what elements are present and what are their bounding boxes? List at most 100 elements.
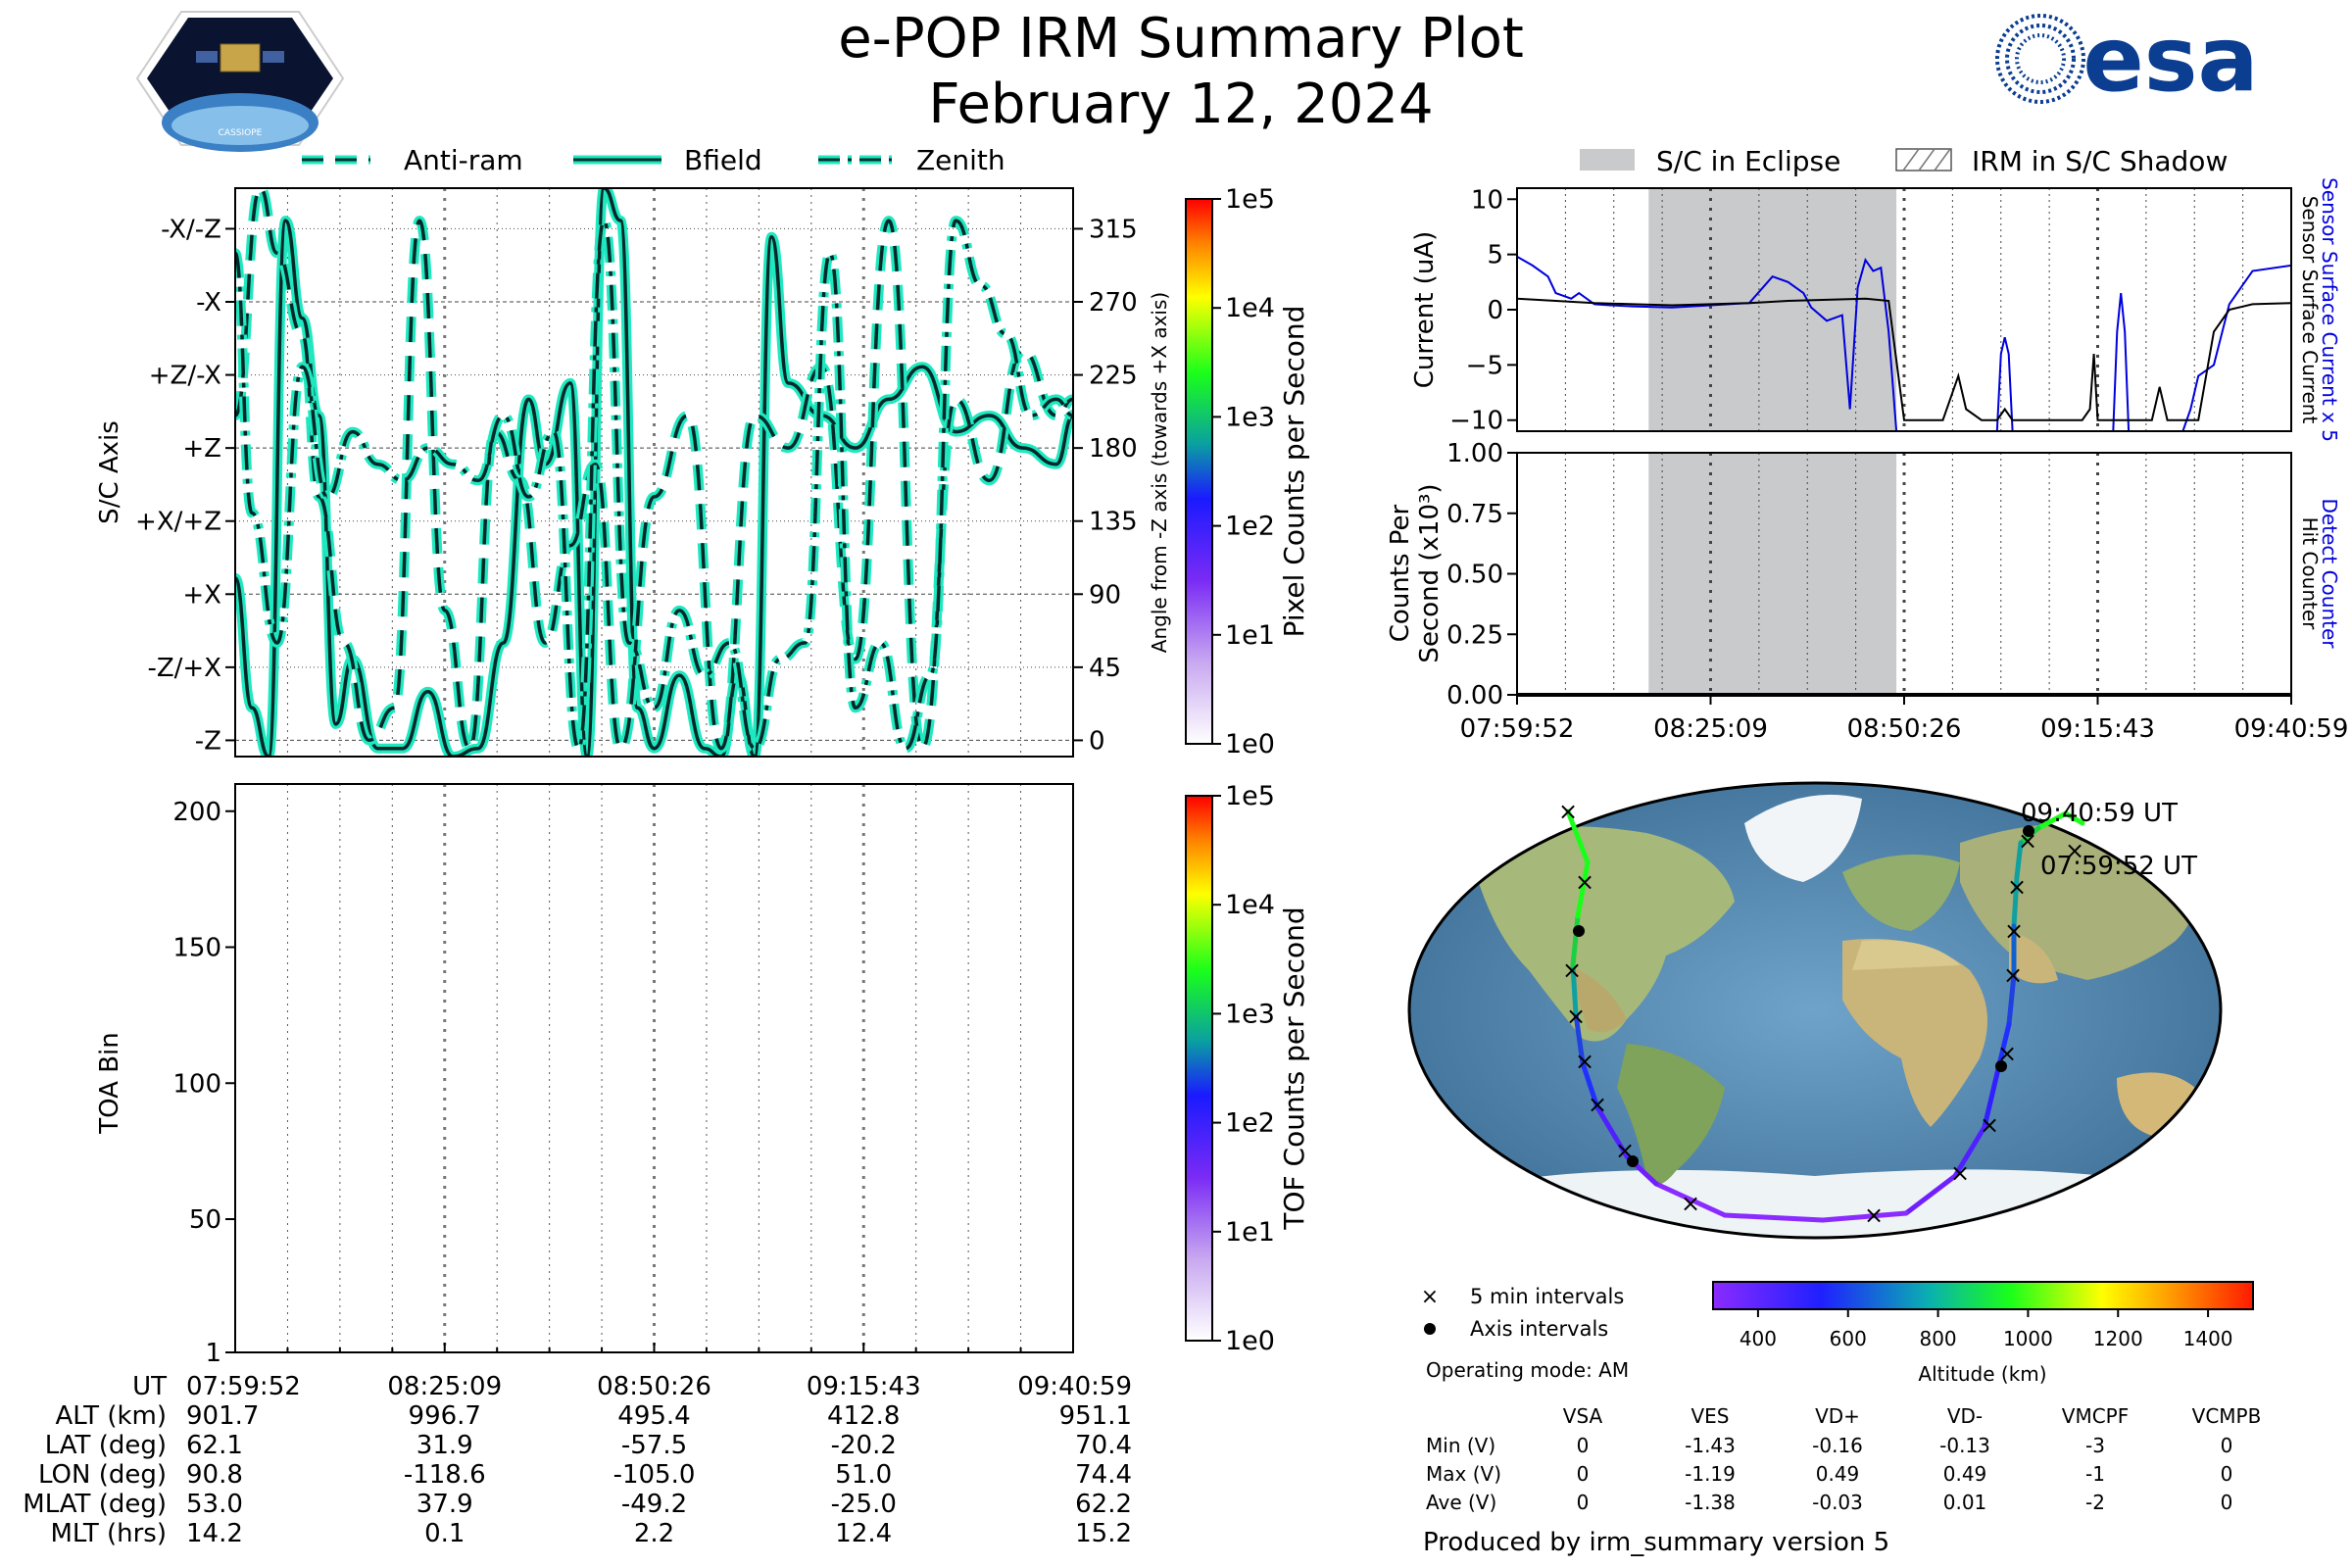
ephemeris-cell: 74.4 <box>1075 1460 1132 1490</box>
altitude-colorbar-label: Altitude (km) <box>1918 1362 2046 1386</box>
legend-label-eclipse: S/C in Eclipse <box>1656 145 1840 177</box>
pixel-colorbar: 1e0 1e1 1e2 1e3 1e4 1e5 Pixel Counts per Seco… <box>1185 184 1310 760</box>
track-5min-marker: × <box>2007 873 2027 901</box>
voltage-row-label: Max (V) <box>1426 1462 1501 1486</box>
axis-panel-y2label: Angle from -Z axis (towards +X axis) <box>1148 292 1171 653</box>
track-5min-marker: × <box>1575 1048 1594 1075</box>
counts-panel-ylabel-2: Second (x10³) <box>1415 483 1445 662</box>
track-5min-marker: × <box>2003 961 2023 989</box>
voltage-cell: -3 <box>2085 1434 2105 1457</box>
current-series-2 <box>1517 297 2291 421</box>
eclipse-region <box>1648 453 1897 695</box>
time-xtick-label: 09:40:59 <box>2234 714 2349 744</box>
track-segment <box>1820 1210 1909 1223</box>
operating-mode: Operating mode: AM <box>1426 1358 1629 1382</box>
voltage-cell: -1.43 <box>1685 1434 1736 1457</box>
ephemeris-row-label: LON (deg) <box>38 1460 167 1490</box>
track-segment <box>1565 808 1591 865</box>
altitude-tick-label: 600 <box>1830 1327 1867 1350</box>
track-5min-marker: × <box>1566 1003 1586 1030</box>
figure-title: e-POP IRM Summary Plot <box>838 7 1524 71</box>
track-segment <box>1982 1070 2000 1130</box>
ephemeris-row-label: ALT (km) <box>55 1401 167 1431</box>
track-segment <box>2063 810 2085 826</box>
altitude-tick-label: 400 <box>1740 1327 1777 1350</box>
footer-text: Produced by irm_summary version 5 <box>1423 1528 1889 1557</box>
ephemeris-cell: 08:25:09 <box>387 1372 502 1401</box>
voltage-cell: -1.19 <box>1685 1462 1736 1486</box>
toa-ytick-label: 150 <box>172 934 221 963</box>
time-xtick-label: 08:50:26 <box>1847 714 1962 744</box>
counts-ytick-label: 0.25 <box>1446 620 1503 650</box>
counts-ytick-label: 0.75 <box>1446 500 1503 529</box>
current-ytick-label: 5 <box>1487 241 1503 270</box>
ephemeris-cell: 12.4 <box>835 1519 892 1548</box>
angle-ytick-label: 315 <box>1089 215 1138 244</box>
track-segment <box>1580 1060 1600 1110</box>
counts-ytick-label: 1.00 <box>1446 439 1503 468</box>
toa-ytick-label: 200 <box>172 798 221 827</box>
axis-panel-direction-lines <box>235 188 1073 757</box>
current-right-label-black: Sensor Surface Current <box>2298 196 2322 424</box>
angle-ytick-label: 135 <box>1089 508 1138 537</box>
axis-panel: -Z 0 -Z/+X 45 +X 90 +X/+Z 135 +Z 180 +Z/-X 225 -X 270… <box>95 187 1171 758</box>
time-xtick-label: 09:15:43 <box>2040 714 2155 744</box>
track-segment <box>1570 913 1581 968</box>
altitude-tick-label: 1400 <box>2183 1327 2233 1350</box>
altitude-tick-label: 1000 <box>2003 1327 2053 1350</box>
ephemeris-cell: -105.0 <box>613 1460 696 1490</box>
angle-ytick-label: 45 <box>1089 654 1121 683</box>
angle-ytick-label: 270 <box>1089 288 1138 318</box>
cassiope-logo: CASSIOPE <box>135 11 345 152</box>
track-5min-marker: × <box>1575 868 1594 896</box>
tof-colorbar-tick-label: 1e2 <box>1225 1108 1275 1139</box>
ephemeris-cell: -49.2 <box>621 1490 687 1519</box>
tof-colorbar-tick-label: 1e3 <box>1225 999 1275 1029</box>
voltage-cell: 0.01 <box>1943 1491 1987 1514</box>
track-segment <box>1570 962 1579 1017</box>
angle-ytick-label: 180 <box>1089 434 1138 464</box>
track-end-label: 09:40:59 UT <box>2021 799 2178 828</box>
ephemeris-cell: 53.0 <box>186 1490 243 1519</box>
ephemeris-cell: 31.9 <box>416 1431 473 1460</box>
legend-swatch-eclipse <box>1580 149 1635 171</box>
voltage-cell: -0.03 <box>1812 1491 1863 1514</box>
ephemeris-cell: 0.1 <box>424 1519 465 1548</box>
ephemeris-row-label: UT <box>132 1372 167 1401</box>
track-5min-marker: × <box>1558 798 1578 825</box>
angle-ytick-label: 225 <box>1089 362 1138 391</box>
voltage-cell: 0.49 <box>1816 1462 1860 1486</box>
axis-ytick-label: -X <box>196 288 221 318</box>
voltage-cell: -0.13 <box>1939 1434 1990 1457</box>
ephemeris-cell: 15.2 <box>1075 1519 1132 1548</box>
track-axis-marker <box>1573 925 1585 937</box>
voltage-cell: 0 <box>2221 1434 2233 1457</box>
ground-track-map: ××××××××××××××××× 09:40:59 UT 07:59:52 U… <box>1407 781 2223 1240</box>
voltage-cell: -1.38 <box>1685 1491 1736 1514</box>
track-segment <box>2035 810 2069 831</box>
current-series-1 <box>1995 264 2291 431</box>
voltage-cell: -0.16 <box>1812 1434 1863 1457</box>
counts-ytick-label: 0.50 <box>1446 561 1503 590</box>
ephemeris-cell: 09:15:43 <box>807 1372 921 1401</box>
altitude-tick-label: 800 <box>1919 1327 1956 1350</box>
legend-label-bfield: Bfield <box>684 144 762 176</box>
voltage-cell: 0 <box>1577 1434 1590 1457</box>
ephemeris-cell: 901.7 <box>186 1401 259 1431</box>
voltage-cell: 0 <box>1577 1491 1590 1514</box>
series-bfield <box>235 188 1073 757</box>
track-segment <box>1903 1173 1958 1216</box>
toa-ytick-label: 1 <box>205 1339 221 1368</box>
counts-right-label-black: Hit Counter <box>2298 517 2322 630</box>
continents <box>1411 794 2221 1238</box>
tof-colorbar-tick-label: 1e0 <box>1225 1326 1275 1356</box>
counts-ytick-label: 0.00 <box>1446 681 1503 710</box>
current-series <box>1517 256 2291 431</box>
legend-label-5min: 5 min intervals <box>1470 1285 1624 1308</box>
esa-logo: esa <box>1995 7 2259 112</box>
track-axis-marker <box>2023 825 2034 837</box>
altitude-colorbar: 400 600 800 1000 1200 1400 Altitude (km) <box>1712 1281 2254 1386</box>
figure-date: February 12, 2024 <box>928 73 1433 136</box>
toa-ytick-label: 100 <box>172 1069 221 1099</box>
track-segment <box>1575 859 1591 919</box>
